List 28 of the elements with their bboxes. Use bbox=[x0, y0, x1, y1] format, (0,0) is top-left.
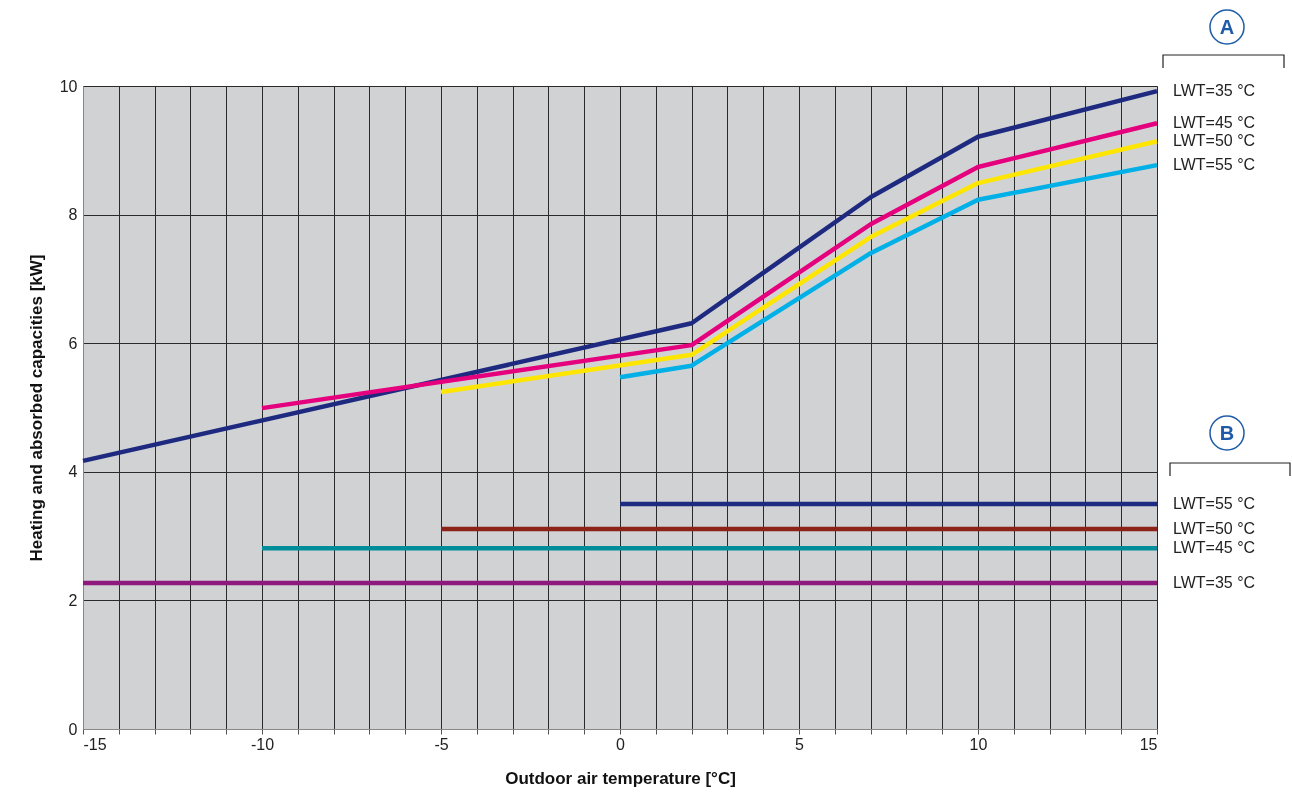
series-label: LWT=35 °C bbox=[1173, 82, 1256, 100]
series-label: LWT=50 °C bbox=[1173, 520, 1256, 538]
series-label: LWT=50 °C bbox=[1173, 132, 1256, 150]
y-tick-label: 4 bbox=[68, 463, 78, 481]
text: B bbox=[1219, 422, 1235, 444]
x-tick-label: 5 bbox=[795, 735, 805, 753]
y-axis-title: Heating and absorbed capacities [kW] bbox=[26, 254, 46, 562]
line-series bbox=[259, 121, 1160, 411]
x-tick-label: -15 bbox=[83, 735, 107, 753]
x-tick-label: -10 bbox=[250, 735, 275, 753]
x-tick-label: -5 bbox=[434, 735, 449, 753]
series-label: LWT=55 °C bbox=[1173, 156, 1256, 174]
series-label: LWT=45 °C bbox=[1173, 539, 1256, 557]
x-tick-label: 15 bbox=[1139, 735, 1158, 753]
y-tick-label: 2 bbox=[68, 591, 78, 609]
y-tick-label: 6 bbox=[68, 334, 78, 352]
x-tick-label: 0 bbox=[616, 735, 626, 753]
text: A bbox=[1219, 16, 1235, 38]
y-tick-label: 0 bbox=[68, 720, 78, 738]
series-label: LWT=55 °C bbox=[1173, 494, 1256, 512]
x-tick-label: 10 bbox=[969, 735, 988, 753]
series-label: LWT=35 °C bbox=[1173, 574, 1256, 592]
x-axis-title: Outdoor air temperature [°C] bbox=[505, 768, 736, 788]
y-tick-label: 10 bbox=[59, 77, 78, 95]
series-label: LWT=45 °C bbox=[1173, 114, 1256, 132]
y-tick-label: 8 bbox=[68, 206, 78, 224]
line-series bbox=[438, 139, 1160, 395]
line-series bbox=[617, 162, 1160, 380]
